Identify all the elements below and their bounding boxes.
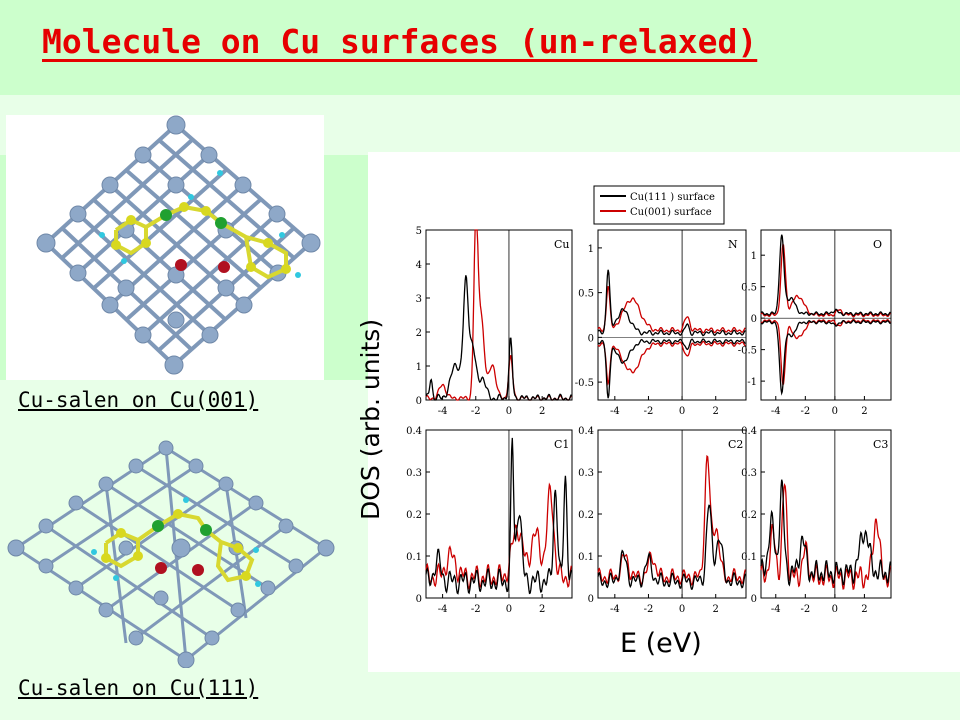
ytick-label-O--1: -1 bbox=[747, 377, 757, 388]
panel-frame-Cu bbox=[425, 229, 573, 401]
ytick-label-N-0: 0 bbox=[588, 333, 594, 344]
ytick-label-C2-0.4: 0.4 bbox=[578, 426, 594, 437]
ytick-label-C1-0.1: 0.1 bbox=[406, 552, 422, 563]
legend-box bbox=[593, 185, 725, 225]
xtick-label-C1--2: -2 bbox=[471, 604, 481, 615]
series-0-N-down bbox=[597, 338, 746, 399]
xtick-label-C2-0: 0 bbox=[679, 604, 685, 615]
ytick-label-N--0.5: -0.5 bbox=[575, 378, 594, 389]
ytick-label-C3-0.4: 0.4 bbox=[741, 426, 757, 437]
panel-label-C2: C2 bbox=[728, 438, 743, 451]
series-1-N-down bbox=[597, 340, 746, 386]
ytick-label-C1-0.4: 0.4 bbox=[406, 426, 422, 437]
series-0-C3-up bbox=[760, 479, 892, 587]
ytick-label-C2-0.2: 0.2 bbox=[578, 510, 594, 521]
cu001-lattice-illustration bbox=[36, 115, 321, 375]
ytick-label-C3-0.2: 0.2 bbox=[741, 510, 757, 521]
ytick-label-C3-0.1: 0.1 bbox=[741, 552, 757, 563]
xtick-label-Cu--2: -2 bbox=[471, 406, 481, 417]
xtick-label-Cu--4: -4 bbox=[438, 406, 448, 417]
ytick-label-O-0.5: 0.5 bbox=[741, 283, 757, 294]
ytick-label-Cu-5: 5 bbox=[416, 226, 422, 237]
dos-chart: Cu(111 ) surface Cu(001) surface Cu 0 1 2 3 4 5 -… bbox=[406, 185, 892, 615]
ytick-label-C1-0: 0 bbox=[416, 594, 422, 605]
ytick-label-Cu-2: 2 bbox=[416, 328, 422, 339]
series-1-C1-up bbox=[425, 482, 572, 590]
xtick-label-O--2: -2 bbox=[800, 406, 810, 417]
xtick-label-N--2: -2 bbox=[644, 406, 654, 417]
series-0-O-up bbox=[760, 234, 891, 317]
xtick-label-C1-0: 0 bbox=[506, 604, 512, 615]
xtick-label-N-2: 2 bbox=[713, 406, 719, 417]
ytick-label-C1-0.2: 0.2 bbox=[406, 510, 422, 521]
ytick-label-Cu-3: 3 bbox=[416, 294, 422, 305]
ytick-label-O-0: 0 bbox=[751, 314, 757, 325]
legend-entry-0: Cu(111 ) surface bbox=[630, 192, 715, 203]
ytick-label-C2-0.1: 0.1 bbox=[578, 552, 594, 563]
ytick-label-Cu-1: 1 bbox=[416, 362, 422, 373]
molecule-image-cu001 bbox=[6, 115, 324, 380]
series-0-N-up bbox=[597, 269, 746, 337]
panel-frame-N bbox=[597, 229, 747, 401]
series-1-C2-up bbox=[597, 454, 746, 586]
xtick-label-N-0: 0 bbox=[679, 406, 685, 417]
xtick-label-O-0: 0 bbox=[832, 406, 838, 417]
xtick-label-C3-2: 2 bbox=[861, 604, 867, 615]
ytick-label-O--0.5: -0.5 bbox=[738, 346, 757, 357]
panel-label-C3: C3 bbox=[873, 438, 888, 451]
y-axis-label: DOS (arb. units) bbox=[356, 318, 385, 520]
xtick-label-C1-2: 2 bbox=[539, 604, 545, 615]
ytick-label-C2-0.3: 0.3 bbox=[578, 468, 594, 479]
series-0-C1-up bbox=[425, 437, 572, 595]
molecule-image-cu111 bbox=[6, 438, 336, 669]
x-axis-label: E (eV) bbox=[620, 628, 702, 659]
top-caption-band bbox=[0, 380, 368, 438]
xtick-label-C2-2: 2 bbox=[713, 604, 719, 615]
panel-label-C1: C1 bbox=[554, 438, 569, 451]
xtick-label-O--4: -4 bbox=[771, 406, 781, 417]
panel-label-Cu: Cu bbox=[554, 238, 570, 251]
panel-frame-O bbox=[760, 229, 892, 401]
xtick-label-N--4: -4 bbox=[610, 406, 620, 417]
xtick-label-C1--4: -4 bbox=[438, 604, 448, 615]
ytick-label-C1-0.3: 0.3 bbox=[406, 468, 422, 479]
legend-entry-1: Cu(001) surface bbox=[630, 207, 712, 218]
cu111-lattice-illustration bbox=[7, 440, 335, 669]
ytick-label-N-1: 1 bbox=[588, 244, 594, 255]
ytick-label-C3-0: 0 bbox=[751, 594, 757, 605]
xtick-label-C2--4: -4 bbox=[610, 604, 620, 615]
dos-plot-panel: Cu(111 ) surface Cu(001) surface Cu 0 1 2 3 4 5 -… bbox=[368, 152, 960, 672]
series-0-Cu-up bbox=[425, 275, 572, 401]
slide-title: Molecule on Cu surfaces (un-relaxed) bbox=[42, 22, 758, 61]
series-1-N-up bbox=[597, 285, 746, 334]
xtick-label-Cu-2: 2 bbox=[539, 406, 545, 417]
panel-label-O: O bbox=[873, 238, 882, 251]
xtick-label-C3-0: 0 bbox=[832, 604, 838, 615]
series-0-C2-up bbox=[597, 504, 746, 590]
caption-cu111: Cu-salen on Cu(111) bbox=[18, 676, 259, 700]
panel-label-N: N bbox=[728, 238, 738, 251]
xtick-label-O-2: 2 bbox=[861, 406, 867, 417]
xtick-label-C2--2: -2 bbox=[644, 604, 654, 615]
ytick-label-C2-0: 0 bbox=[588, 594, 594, 605]
ytick-label-N-0.5: 0.5 bbox=[578, 289, 594, 300]
xtick-label-Cu-0: 0 bbox=[506, 406, 512, 417]
xtick-label-C3--2: -2 bbox=[800, 604, 810, 615]
series-1-Cu-up bbox=[425, 229, 572, 401]
ytick-label-Cu-4: 4 bbox=[416, 260, 422, 271]
ytick-label-O-1: 1 bbox=[751, 251, 757, 262]
series-0-O-down bbox=[760, 319, 891, 396]
ytick-label-Cu-0: 0 bbox=[416, 396, 422, 407]
caption-cu001: Cu-salen on Cu(001) bbox=[18, 388, 259, 412]
xtick-label-C3--4: -4 bbox=[771, 604, 781, 615]
ytick-label-C3-0.3: 0.3 bbox=[741, 468, 757, 479]
